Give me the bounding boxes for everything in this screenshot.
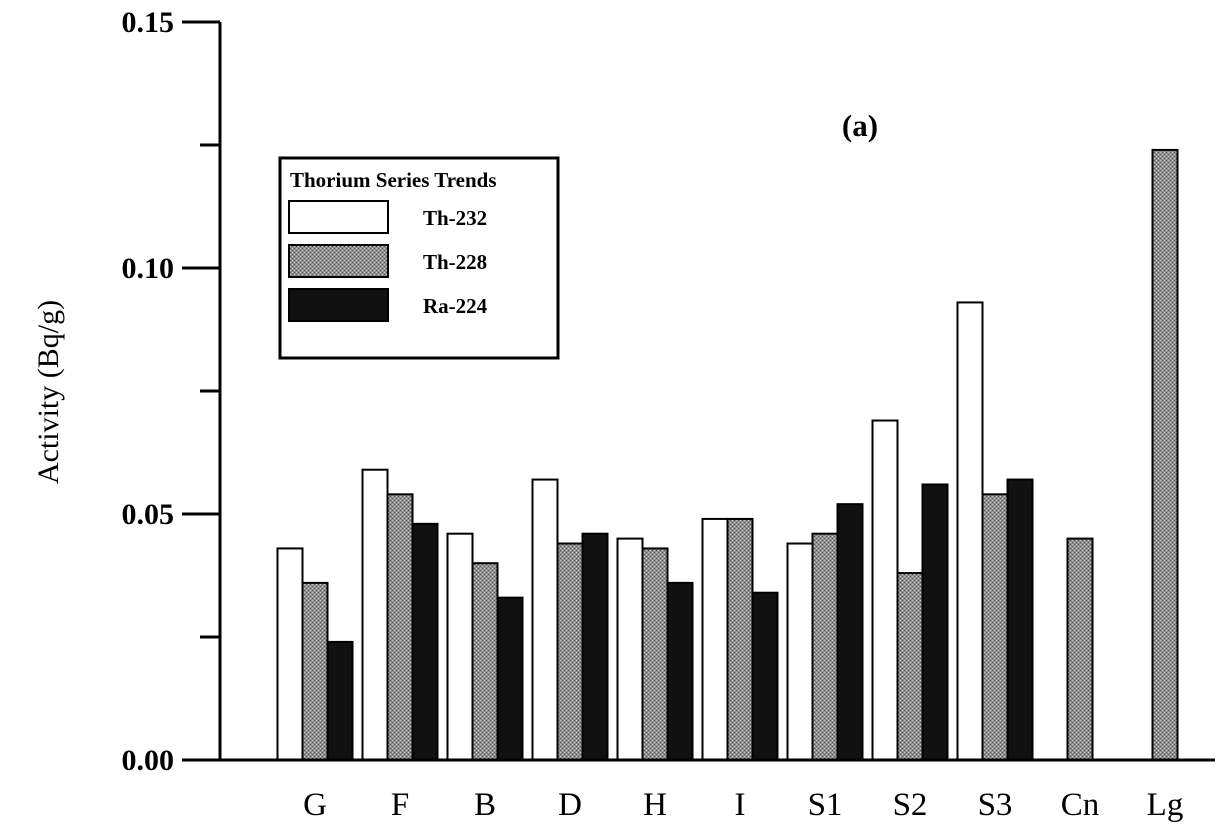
legend-swatch-th-232 — [288, 200, 389, 234]
x-category-label: S1 — [808, 787, 843, 823]
panel-annotation: (a) — [842, 108, 878, 143]
bar-th-228-d — [556, 542, 584, 762]
y-tick-label: 0.00 — [122, 744, 175, 777]
legend-swatch-ra-224 — [288, 288, 389, 322]
bar-th-228-b — [471, 562, 499, 762]
bar-ra-224-h — [666, 581, 694, 761]
x-category-label: F — [391, 787, 409, 823]
bar-th-228-cn — [1066, 537, 1094, 761]
bar-th-228-f — [386, 493, 414, 761]
bar-th-228-h — [641, 547, 669, 761]
bar-ra-224-b — [496, 596, 524, 762]
x-category-label: I — [735, 787, 746, 823]
x-category-label: Lg — [1147, 787, 1184, 823]
legend-label-ra-224: Ra-224 — [423, 294, 488, 318]
bar-ra-224-d — [581, 532, 609, 761]
category-labels-group: G F B D H I S1 S2 S3 Cn Lg — [303, 787, 1183, 823]
y-tick-label: 0.15 — [122, 6, 175, 39]
legend-label-th-228: Th-228 — [423, 250, 487, 274]
x-category-label: D — [558, 787, 582, 823]
bar-th-228-s3 — [981, 493, 1009, 761]
bar-th-228-s2 — [896, 572, 924, 761]
bar-th-232-b — [446, 532, 474, 761]
bar-th-228-s1 — [811, 532, 839, 761]
bar-th-232-s3 — [956, 301, 984, 761]
bar-th-232-g — [276, 547, 304, 761]
legend-frame — [278, 156, 560, 360]
bar-th-232-s1 — [786, 542, 814, 762]
bar-th-228-i — [726, 517, 754, 761]
legend-title: Thorium Series Trends — [290, 168, 497, 192]
bar-th-228-g — [301, 581, 329, 761]
bar-th-232-f — [361, 468, 389, 761]
x-category-label: S2 — [893, 787, 928, 823]
x-category-label: H — [643, 787, 667, 823]
bar-ra-224-i — [751, 591, 779, 761]
bars-group — [276, 148, 1179, 762]
legend-items: Th-232 Th-228 Ra-224 — [288, 200, 488, 322]
bar-ra-224-s3 — [1006, 478, 1034, 761]
bar-th-232-h — [616, 537, 644, 761]
x-category-label: S3 — [978, 787, 1013, 823]
y-tick-label: 0.10 — [122, 252, 175, 285]
bar-ra-224-g — [326, 640, 354, 761]
bar-ra-224-f — [411, 522, 439, 762]
x-category-label: G — [303, 787, 327, 823]
legend: Thorium Series Trends Th-232 Th-228 Ra-224 — [278, 156, 560, 360]
bar-th-232-i — [701, 517, 729, 761]
y-ticks-group: 0.00 0.05 0.10 0.15 — [122, 6, 220, 777]
legend-swatch-th-228 — [288, 244, 389, 278]
y-tick-label: 0.05 — [122, 498, 175, 531]
x-category-label: Cn — [1061, 787, 1100, 823]
legend-label-th-232: Th-232 — [423, 206, 487, 230]
y-axis-title: Activity (Bq/g) — [32, 300, 65, 484]
bar-ra-224-s2 — [921, 483, 949, 761]
bar-th-228-lg — [1151, 148, 1179, 762]
bar-th-232-d — [531, 478, 559, 761]
bar-th-232-s2 — [871, 419, 899, 761]
x-category-label: B — [474, 787, 496, 823]
bar-ra-224-s1 — [836, 503, 864, 761]
